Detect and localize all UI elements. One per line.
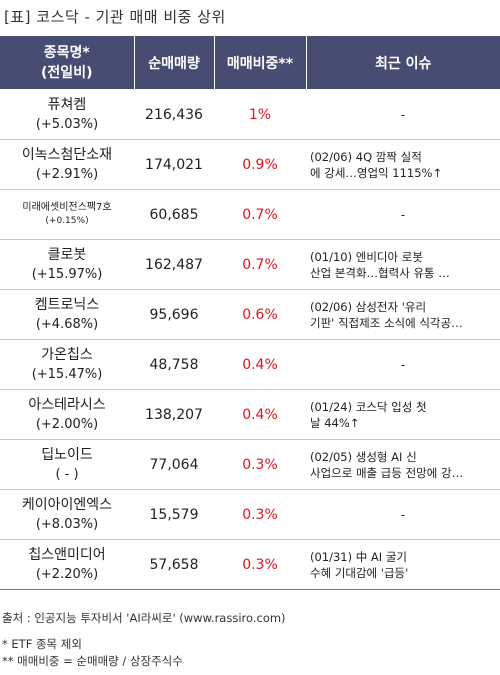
page-title: [표] 코스닥 - 기관 매매 비중 상위 (4, 8, 226, 26)
stock-name: 딥노이드 (41, 447, 93, 463)
issue-line: (02/06) 삼성전자 '유리 (310, 299, 427, 314)
table-row: 미래에셋비전스팩7호 (+0.15%) 60,685 0.7% - (0, 189, 500, 240)
trade-ratio: 0.3% (214, 439, 306, 490)
table-row: 아스테라시스 (+2.00%) 138,207 0.4% (01/24) 코스닥… (0, 389, 500, 440)
stock-change: (+15.97%) (31, 267, 103, 282)
source-note: 출처 : 인공지능 투자비서 'AI라씨로' (www.rassiro.com) (2, 611, 286, 625)
table-row: 딥노이드 ( - ) 77,064 0.3% (02/05) 생성형 AI 신 … (0, 439, 500, 490)
institution-trading-table: 종목명* (전일비) 순매매량 매매비중** 최근 이슈 퓨쳐켐 (+5.03%… (0, 36, 500, 590)
table-row: 퓨쳐켐 (+5.03%) 216,436 1% - (0, 89, 500, 140)
table-row: 가온칩스 (+15.47%) 48,758 0.4% - (0, 339, 500, 390)
recent-issue: - (306, 189, 500, 240)
stock-cell: 가온칩스 (+15.47%) (0, 339, 134, 390)
stock-cell: 퓨쳐켐 (+5.03%) (0, 89, 134, 140)
net-volume: 174,021 (134, 139, 214, 190)
recent-issue[interactable]: (02/05) 생성형 AI 신 사업으로 매출 급등 전망에 강… (306, 439, 500, 490)
net-volume: 57,658 (134, 539, 214, 590)
table-row: 클로봇 (+15.97%) 162,487 0.7% (01/10) 엔비디아 … (0, 239, 500, 290)
issue-line: - (400, 107, 406, 122)
header-name: 종목명* (전일비) (0, 36, 135, 90)
stock-change: (+2.91%) (35, 167, 99, 182)
stock-cell: 이녹스첨단소재 (+2.91%) (0, 139, 134, 190)
net-volume: 216,436 (134, 89, 214, 140)
issue-line: - (400, 357, 406, 372)
table-row: 칩스앤미디어 (+2.20%) 57,658 0.3% (01/31) 中 AI… (0, 539, 500, 590)
net-volume: 77,064 (134, 439, 214, 490)
stock-change: (+8.03%) (35, 517, 99, 532)
table-row: 켐트로닉스 (+4.68%) 95,696 0.6% (02/06) 삼성전자 … (0, 289, 500, 340)
stock-cell: 클로봇 (+15.97%) (0, 239, 134, 290)
table-header-row: 종목명* (전일비) 순매매량 매매비중** 최근 이슈 (0, 36, 500, 90)
header-issue: 최근 이슈 (306, 36, 500, 90)
footnote-etf: * ETF 종목 제외 (2, 637, 82, 651)
recent-issue[interactable]: (02/06) 삼성전자 '유리 기판' 직접제조 소식에 식각공… (306, 289, 500, 340)
issue-line: (01/31) 中 AI 굴기 (310, 549, 407, 564)
net-volume: 60,685 (134, 189, 214, 240)
trade-ratio: 0.7% (214, 239, 306, 290)
recent-issue: - (306, 339, 500, 390)
stock-name: 미래에셋비전스팩7호 (22, 202, 112, 213)
issue-line: - (400, 507, 406, 522)
stock-name: 가온칩스 (41, 347, 93, 363)
net-volume: 95,696 (134, 289, 214, 340)
stock-cell: 케이아이엔엑스 (+8.03%) (0, 489, 134, 540)
table-row: 케이아이엔엑스 (+8.03%) 15,579 0.3% - (0, 489, 500, 540)
stock-change: ( - ) (55, 467, 79, 482)
stock-cell: 딥노이드 ( - ) (0, 439, 134, 490)
issue-line: 에 강세…영업익 1115%↑ (310, 165, 443, 180)
recent-issue[interactable]: (02/06) 4Q 깜짝 실적 에 강세…영업익 1115%↑ (306, 139, 500, 190)
net-volume: 138,207 (134, 389, 214, 440)
stock-name: 켐트로닉스 (34, 297, 100, 313)
header-ratio: 매매비중** (214, 36, 307, 90)
issue-line: (01/24) 코스닥 입성 첫 (310, 399, 427, 414)
stock-change: (+5.03%) (35, 117, 99, 132)
stock-cell: 칩스앤미디어 (+2.20%) (0, 539, 134, 590)
header-volume: 순매매량 (134, 36, 215, 90)
issue-line: 산업 본격화…협력사 유통 … (310, 265, 450, 280)
stock-name: 케이아이엔엑스 (21, 497, 113, 513)
net-volume: 48,758 (134, 339, 214, 390)
recent-issue: - (306, 89, 500, 140)
net-volume: 15,579 (134, 489, 214, 540)
trade-ratio: 0.7% (214, 189, 306, 240)
table-row: 이녹스첨단소재 (+2.91%) 174,021 0.9% (02/06) 4Q… (0, 139, 500, 190)
header-name-line1: 종목명* (43, 44, 90, 61)
stock-change: (+15.47%) (31, 367, 103, 382)
issue-line: - (400, 207, 406, 222)
issue-line: (02/05) 생성형 AI 신 (310, 449, 417, 464)
issue-line: 기판' 직접제조 소식에 식각공… (310, 315, 463, 330)
header-name-line2: (전일비) (41, 64, 93, 81)
stock-name: 퓨쳐켐 (47, 97, 87, 113)
stock-name: 이녹스첨단소재 (21, 147, 113, 163)
trade-ratio: 0.4% (214, 339, 306, 390)
recent-issue: - (306, 489, 500, 540)
footnote-ratio: ** 매매비중 = 순매매량 / 상장주식수 (2, 654, 183, 668)
net-volume: 162,487 (134, 239, 214, 290)
trade-ratio: 1% (214, 89, 306, 140)
stock-name: 아스테라시스 (28, 397, 106, 413)
issue-line: 사업으로 매출 급등 전망에 강… (310, 465, 464, 480)
stock-cell: 켐트로닉스 (+4.68%) (0, 289, 134, 340)
stock-change: (+0.15%) (45, 216, 89, 226)
recent-issue[interactable]: (01/31) 中 AI 굴기 수혜 기대감에 '급등' (306, 539, 500, 590)
recent-issue[interactable]: (01/10) 엔비디아 로봇 산업 본격화…협력사 유통 … (306, 239, 500, 290)
stock-change: (+4.68%) (35, 317, 99, 332)
stock-name: 클로봇 (47, 247, 87, 263)
issue-line: 날 44%↑ (310, 415, 360, 430)
stock-cell: 아스테라시스 (+2.00%) (0, 389, 134, 440)
issue-line: (02/06) 4Q 깜짝 실적 (310, 149, 422, 164)
trade-ratio: 0.9% (214, 139, 306, 190)
stock-change: (+2.00%) (35, 417, 99, 432)
trade-ratio: 0.6% (214, 289, 306, 340)
issue-line: (01/10) 엔비디아 로봇 (310, 249, 423, 264)
trade-ratio: 0.4% (214, 389, 306, 440)
trade-ratio: 0.3% (214, 539, 306, 590)
trade-ratio: 0.3% (214, 489, 306, 540)
recent-issue[interactable]: (01/24) 코스닥 입성 첫 날 44%↑ (306, 389, 500, 440)
stock-cell: 미래에셋비전스팩7호 (+0.15%) (0, 189, 134, 240)
issue-line: 수혜 기대감에 '급등' (310, 565, 409, 580)
stock-change: (+2.20%) (35, 567, 99, 582)
stock-name: 칩스앤미디어 (28, 547, 106, 563)
